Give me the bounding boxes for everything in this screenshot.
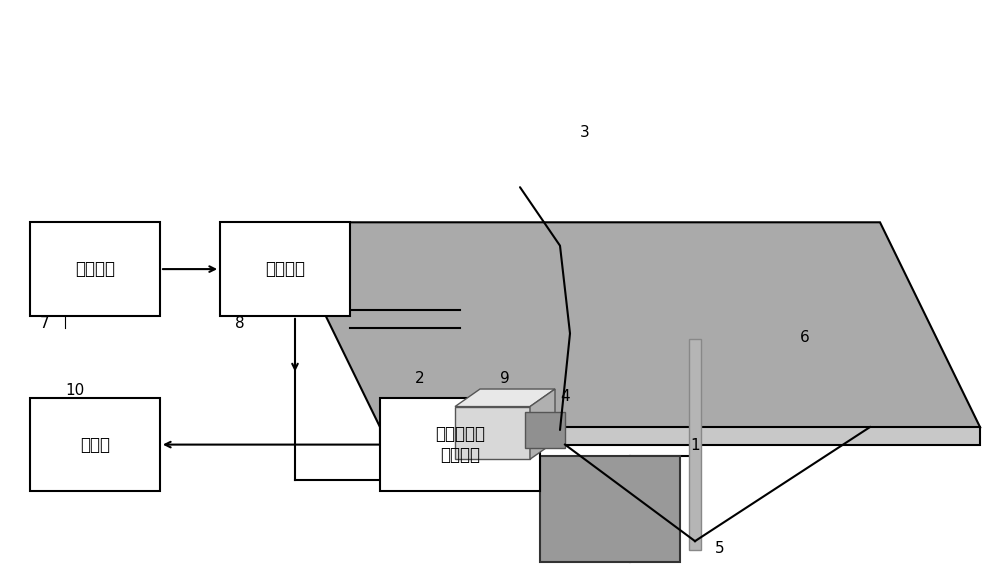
- Polygon shape: [380, 427, 980, 445]
- FancyBboxPatch shape: [220, 222, 350, 316]
- Polygon shape: [455, 389, 555, 407]
- FancyBboxPatch shape: [455, 407, 530, 459]
- Text: 5: 5: [715, 541, 725, 556]
- Polygon shape: [530, 389, 555, 459]
- FancyBboxPatch shape: [30, 222, 160, 316]
- Text: 4: 4: [560, 388, 570, 404]
- Text: 6: 6: [800, 330, 810, 345]
- FancyBboxPatch shape: [380, 398, 540, 491]
- Text: 传感器输出
检测单元: 传感器输出 检测单元: [435, 425, 485, 464]
- Text: 1: 1: [690, 438, 700, 453]
- Text: 10: 10: [65, 383, 84, 398]
- Text: 9: 9: [500, 371, 510, 386]
- FancyBboxPatch shape: [30, 398, 160, 491]
- Text: 计算机: 计算机: [80, 436, 110, 453]
- FancyBboxPatch shape: [540, 456, 680, 562]
- Text: 2: 2: [415, 371, 425, 386]
- Text: 调压单元: 调压单元: [265, 260, 305, 278]
- Text: 3: 3: [580, 125, 590, 140]
- FancyBboxPatch shape: [525, 412, 565, 448]
- Polygon shape: [280, 222, 980, 427]
- Text: 7: 7: [40, 315, 50, 331]
- Text: 8: 8: [235, 315, 245, 331]
- FancyBboxPatch shape: [689, 339, 701, 550]
- Text: 工频电源: 工频电源: [75, 260, 115, 278]
